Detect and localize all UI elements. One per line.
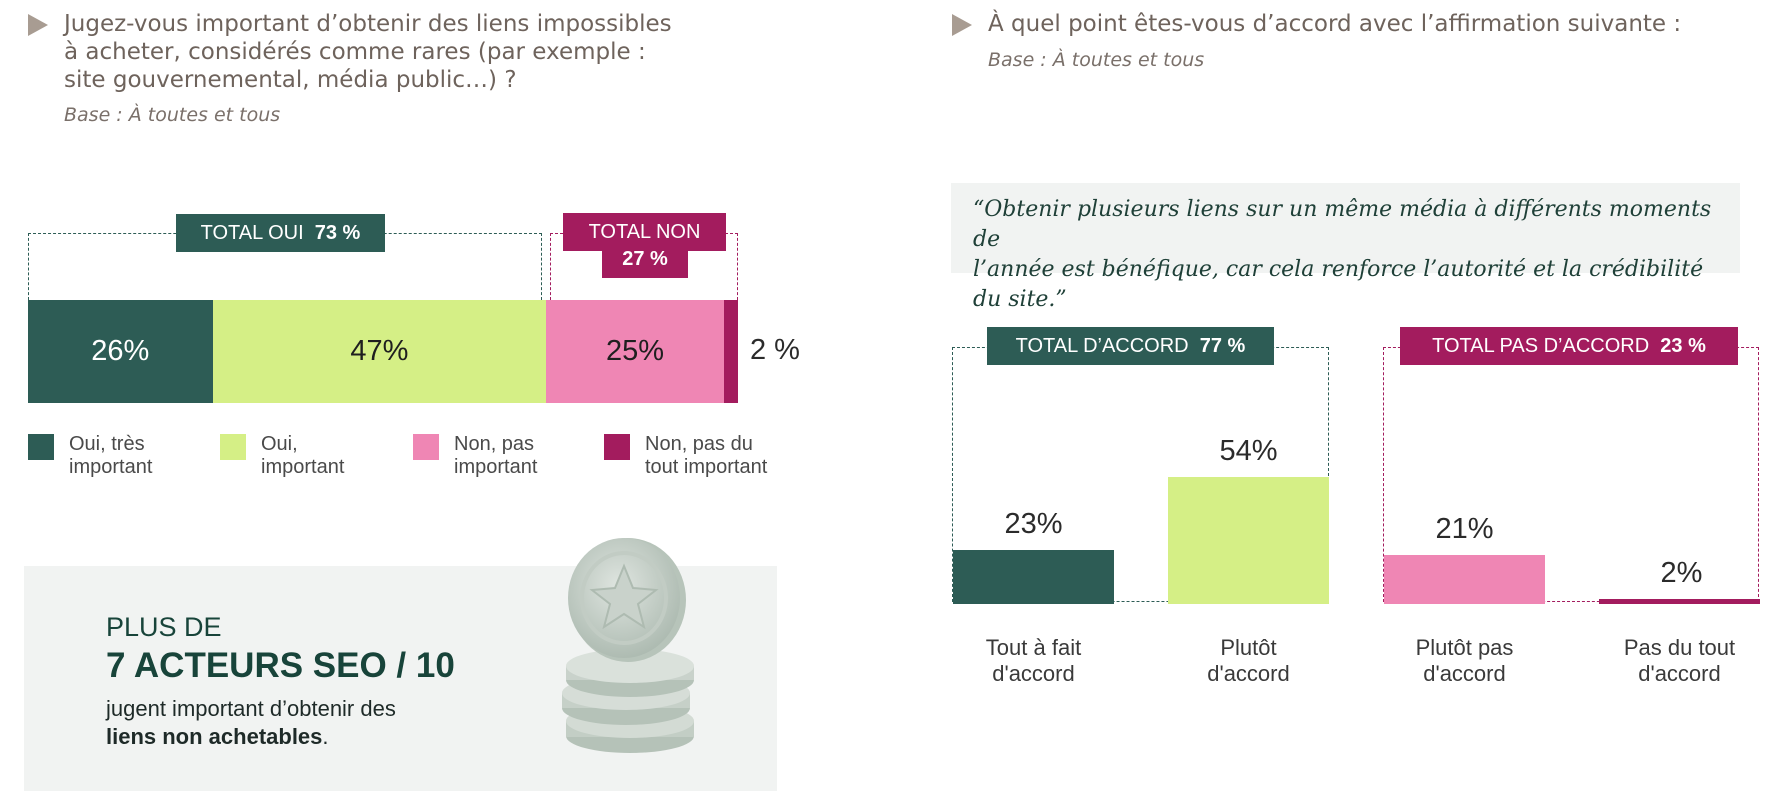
bar-category-label-line: d'accord [1207,661,1290,686]
legend-swatch [604,434,630,460]
quote-line: “Obtenir plusieurs liens sur un même méd… [973,197,1712,252]
right-base: Base : À toutes et tous [988,49,1205,71]
total-non-value-badge: 27 % [602,243,688,278]
legend-label: Non, pas du tout important [645,433,815,479]
segment-value-label: 26% [91,335,150,367]
segment-value-label: 25% [606,335,665,367]
left-question-line: site gouvernemental, média public…) ? [64,67,517,93]
bar-category-label-line: d'accord [1638,661,1721,686]
total-oui-badge: TOTAL OUI 73 % [176,214,385,252]
segment-value-label: 47% [350,335,409,367]
callout-line1: PLUS DE [106,612,222,642]
total-oui-label: TOTAL OUI [200,222,304,244]
bar-value-label: 2% [1660,557,1703,590]
bar-category-label-line: d'accord [1423,661,1506,686]
vertical-bar [953,549,1114,604]
bar-category-label: Pas du tout d'accord [1580,635,1780,687]
question-arrow-icon [952,14,972,36]
total-non-value: 27 % [622,248,668,270]
quote-text: “Obtenir plusieurs liens sur un même méd… [973,195,1733,315]
total-pas-accord-badge: TOTAL PAS D’ACCORD 23 % [1400,327,1738,365]
bar-value-label: 23% [1004,507,1063,540]
stacked-bar-segment [723,300,738,403]
legend-swatch [220,434,246,460]
legend-label: Oui, très important [69,433,239,479]
legend-swatch [28,434,54,460]
vertical-bar [1384,554,1545,604]
bar-category-label-line: d'accord [992,661,1075,686]
legend-label-line: Non, pas du [645,433,753,455]
total-oui-value: 73 % [314,222,361,244]
total-pas-accord-label: TOTAL PAS D’ACCORD [1432,335,1650,357]
callout-line4-bold: liens non achetables [106,724,323,749]
coin-stack-icon [562,538,694,753]
bar-category-label-line: Plutôt pas [1415,635,1514,660]
right-question: À quel point êtes-vous d’accord avec l’a… [988,11,1682,37]
callout-line2: 7 ACTEURS SEO / 10 [106,646,455,685]
total-pas-accord-value: 23 % [1660,335,1706,357]
legend-label-line: tout important [645,456,768,478]
legend-label-line: important [454,456,538,478]
quote-line: l’année est bénéfique, car cela renforce… [973,257,1704,312]
stacked-bar-segment: 25% [546,300,724,403]
bar-category-label: Plutôt pas d'accord [1365,635,1565,687]
segment-value-label: 2 % [750,334,800,366]
legend-label-line: Non, pas [454,433,535,455]
legend-label: Non, pas important [454,433,624,479]
callout-line4: liens non achetables. [106,724,329,750]
question-arrow-icon [28,14,48,36]
vertical-bar [1599,599,1760,604]
bar-category-label-line: Plutôt [1220,635,1277,660]
total-accord-label: TOTAL D’ACCORD [1015,335,1189,357]
bar-value-label: 54% [1219,435,1278,468]
legend-label-line: Oui, très [69,433,145,455]
bar-value-label: 21% [1435,512,1494,545]
bar-category-label-line: Pas du tout [1623,635,1736,660]
legend-label: Oui, important [261,433,431,479]
left-base: Base : À toutes et tous [64,104,281,126]
left-question-line: à acheter, considérés comme rares (par e… [64,39,646,65]
legend-label-line: important [261,456,345,478]
callout-line3: jugent important d’obtenir des [106,696,396,721]
left-question: Jugez-vous important d’obtenir des liens… [64,10,704,94]
bar-category-label: Tout à fait d'accord [934,635,1134,687]
total-accord-value: 77 % [1199,335,1246,357]
stacked-bar-segment: 47% [212,300,547,403]
callout-line4-end: . [322,724,329,749]
quote-box: “Obtenir plusieurs liens sur un même méd… [951,183,1740,312]
vertical-bar [1168,477,1329,604]
bar-category-label: Plutôt d'accord [1149,635,1349,687]
total-accord-badge: TOTAL D’ACCORD 77 % [987,327,1274,365]
stacked-bar-segment: 26% [28,300,213,403]
legend-label-line: Oui, [261,433,298,455]
legend-label-line: important [69,456,153,478]
legend-swatch [413,434,439,460]
total-non-label: TOTAL NON [588,221,701,243]
bar-category-label-line: Tout à fait [985,635,1082,660]
left-question-line: Jugez-vous important d’obtenir des liens… [64,11,672,37]
